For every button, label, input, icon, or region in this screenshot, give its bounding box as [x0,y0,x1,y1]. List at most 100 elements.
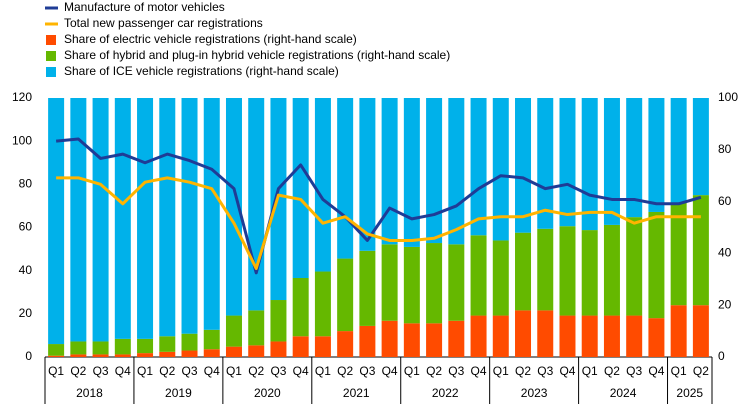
bar-segment [448,320,465,357]
bar-segment [314,336,331,357]
bar-segment [70,341,87,355]
y2-tick-label: 100 [718,90,738,104]
bar-segment [648,98,665,212]
x-tick-label: Q3 [93,364,109,378]
bar-segment [515,98,532,233]
bar-segment [181,98,198,334]
bar-segment [359,325,376,357]
y-tick-label: 40 [19,263,33,277]
bar-segment [381,320,398,357]
x-tick-label: Q2 [70,364,86,378]
bar-segment [426,243,443,324]
bar-segment [337,258,354,332]
bar-segment [203,98,220,330]
bar-segment [603,224,620,316]
bar-segment [337,331,354,357]
bar-segment [159,336,176,352]
year-label: 2019 [165,386,192,400]
bar-segment [648,318,665,357]
bar-segment [225,98,242,316]
bar-segment [248,310,265,346]
y-tick-label: 20 [19,306,33,320]
x-tick-label: Q4 [115,364,131,378]
legend-label: Share of hybrid and plug-in hybrid vehic… [64,48,450,62]
bar-segment [426,323,443,357]
x-tick-label: Q3 [537,364,553,378]
bar-segment [492,315,509,357]
year-label: 2025 [676,386,703,400]
bar-segment [403,323,420,357]
bar-segment [470,235,487,316]
bar-segment [137,353,154,357]
bar-segment [559,98,576,227]
y-tick-label: 60 [19,220,33,234]
bar-segment [114,338,131,355]
bar-segment [515,310,532,357]
bar-segment [225,315,242,347]
x-tick-label: Q1 [315,364,331,378]
x-tick-label: Q1 [48,364,64,378]
legend-swatch [46,51,56,61]
bar-segment [114,98,131,339]
y-tick-label: 120 [12,90,32,104]
x-tick-label: Q1 [404,364,420,378]
bar-segment [559,315,576,357]
year-label: 2024 [610,386,637,400]
year-label: 2021 [343,386,370,400]
bar-segment [48,98,65,345]
bar-segment [292,336,309,357]
bar-segment [626,98,643,218]
legend-label: Manufacture of motor vehicles [64,0,225,14]
bar-segment [181,333,198,351]
y-tick-label: 0 [25,349,32,363]
bar-segment [203,349,220,357]
bar-segment [181,350,198,357]
x-tick-label: Q3 [359,364,375,378]
bar-segment [470,98,487,236]
legend-swatch [46,67,56,77]
bar-segment [137,98,154,339]
bar-segment [581,98,598,231]
x-tick-label: Q4 [559,364,575,378]
x-tick-label: Q1 [226,364,242,378]
legend-label: Total new passenger car registrations [64,16,263,30]
bar-segment [70,98,87,342]
year-label: 2018 [76,386,103,400]
x-tick-label: Q1 [493,364,509,378]
line [55,137,702,275]
bar-segment [359,98,376,251]
x-tick-label: Q2 [248,364,264,378]
x-tick-label: Q2 [159,364,175,378]
x-tick-label: Q2 [515,364,531,378]
bar-segment [537,98,554,229]
x-tick-label: Q2 [426,364,442,378]
x-tick-label: Q4 [382,364,398,378]
bar-segment [270,300,287,342]
year-label: 2022 [432,386,459,400]
bar-segment [626,315,643,357]
bar-segment [248,345,265,357]
legend-swatch [46,35,56,45]
bar-segment [225,346,242,357]
bar-segment [448,98,465,245]
bar-segment [92,98,109,342]
y-tick-label: 80 [19,177,33,191]
bar-segment [692,195,709,306]
year-label: 2023 [521,386,548,400]
y2-tick-label: 40 [718,246,732,260]
bar-segment [670,305,687,357]
bar-segment [692,98,709,196]
bar-segment [537,310,554,357]
bar-segment [248,98,265,311]
bar-segment [314,271,331,337]
x-tick-label: Q1 [137,364,153,378]
bar-segment [670,202,687,306]
bar-segment [270,341,287,357]
x-tick-label: Q3 [626,364,642,378]
bar-segment [603,98,620,225]
bar-segment [359,250,376,326]
bar-segment [203,329,220,350]
x-tick-label: Q1 [671,364,687,378]
bar-segment [403,98,420,247]
